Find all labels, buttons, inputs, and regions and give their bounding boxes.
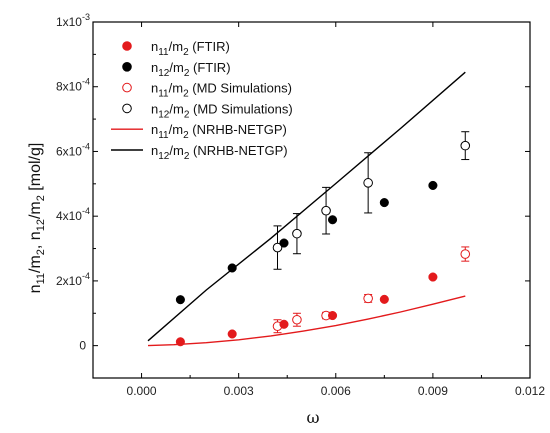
series-4 — [147, 295, 466, 347]
series-3-point-3 — [363, 178, 373, 188]
series-0-point-0 — [175, 337, 185, 347]
series-1-point-2 — [279, 238, 289, 248]
x-tick-label-1: 0.003 — [224, 384, 254, 398]
series-4-line — [147, 295, 466, 347]
legend-label-4: n11/m2 (NRHB-NETGP) — [151, 122, 287, 141]
legend-swatch-0 — [122, 41, 132, 51]
x-tick-label-0: 0.000 — [127, 384, 157, 398]
series-1-point-4 — [379, 198, 389, 208]
series-1-point-1 — [227, 263, 237, 273]
x-axis-title: ω — [306, 408, 319, 427]
series-3-point-4 — [460, 140, 471, 151]
series-0-point-4 — [379, 294, 389, 304]
series-1-point-0 — [175, 295, 185, 305]
y-axis-title: n11/m2, n12/m2 [mol/g] — [27, 143, 47, 294]
legend: n11/m2 (FTIR) n12/m2 (FTIR) n11/m2 (MD Sim… — [111, 39, 293, 162]
series-2-point-4 — [460, 249, 471, 259]
plot-frame-group — [92, 21, 531, 379]
x-tick-label-4: 0.012 — [515, 384, 545, 398]
series-0-point-2 — [279, 319, 289, 329]
legend-label-3: n12/m2 (MD Simulations) — [151, 101, 293, 120]
legend-swatch-2 — [122, 82, 132, 93]
y-tick-label-1: 2x10-4 — [56, 271, 90, 288]
series-1-point-3 — [327, 215, 338, 225]
series-0-point-3 — [327, 310, 338, 321]
series-3-point-0 — [272, 242, 283, 253]
series-5 — [147, 71, 466, 342]
series-2-point-3 — [363, 293, 373, 304]
series-0-point-5 — [428, 272, 438, 282]
plot-frame — [92, 21, 531, 379]
series-3-point-2 — [321, 205, 331, 216]
axis-ticks-group: 0.000 0.003 0.006 0.009 0.012 0 2x10-4 4x10-4 6x… — [56, 12, 545, 398]
legend-label-2: n11/m2 (MD Simulations) — [151, 81, 292, 100]
x-tick-label-3: 0.009 — [418, 384, 448, 398]
series-3-point-1 — [292, 228, 302, 239]
legend-label-1: n12/m2 (FTIR) — [151, 60, 231, 79]
x-tick-label-2: 0.006 — [321, 384, 351, 398]
series-0-point-1 — [227, 329, 237, 339]
y-tick-label-0: 0 — [79, 339, 86, 353]
series-2-point-1 — [292, 314, 302, 325]
series-1-point-5 — [428, 180, 438, 190]
series-group — [147, 71, 471, 347]
series-0 — [175, 272, 438, 347]
legend-label-0: n11/m2 (FTIR) — [151, 39, 230, 58]
series-5-line — [147, 71, 466, 342]
legend-label-5: n12/m2 (NRHB-NETGP) — [151, 143, 288, 162]
legend-swatch-1 — [122, 62, 132, 72]
y-tick-label-5: 1x10-3 — [56, 12, 90, 29]
series-3 — [272, 131, 471, 270]
legend-swatch-3 — [122, 103, 132, 114]
y-tick-label-4: 8x10-4 — [56, 77, 90, 94]
y-tick-label-2: 4x10-4 — [56, 206, 90, 223]
series-1 — [175, 180, 438, 305]
series-2 — [272, 246, 471, 334]
y-tick-label-3: 6x10-4 — [56, 141, 90, 158]
